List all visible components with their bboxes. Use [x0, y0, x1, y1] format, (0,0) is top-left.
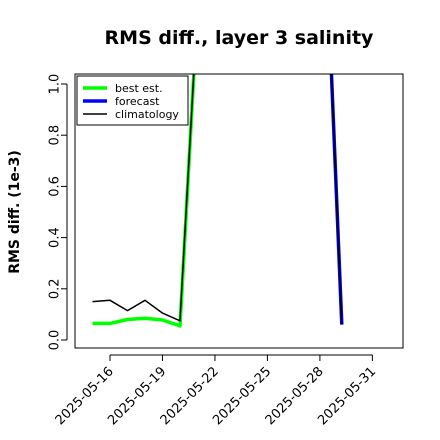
y-tick-label: 0.8: [48, 125, 63, 146]
plot-frame: [74, 73, 404, 349]
series-layer: [92, 74, 344, 328]
y-axis-label: RMS diff. (1e-3): [7, 150, 23, 274]
legend-label: best est.: [115, 82, 163, 95]
chart-title: RMS diff., layer 3 salinity: [105, 27, 375, 49]
y-axis: 0.0 0.2 0.4 0.6 0.8 1.0: [48, 74, 68, 351]
legend-label: forecast: [115, 95, 160, 108]
x-axis: 2025-05-162025-05-192025-05-222025-05-25…: [53, 354, 379, 428]
series-line-best-est: [92, 74, 196, 328]
series-line-climatology-forecast-period: [330, 74, 343, 325]
legend-label: climatology: [115, 108, 179, 121]
y-tick-label: 0.4: [48, 227, 63, 248]
y-tick-label: 1.0: [48, 74, 63, 95]
y-tick-label: 0.2: [48, 278, 63, 299]
series-line-climatology: [92, 74, 195, 322]
y-tick-label: 0.6: [48, 176, 63, 197]
y-tick-label: 0.0: [48, 330, 63, 351]
